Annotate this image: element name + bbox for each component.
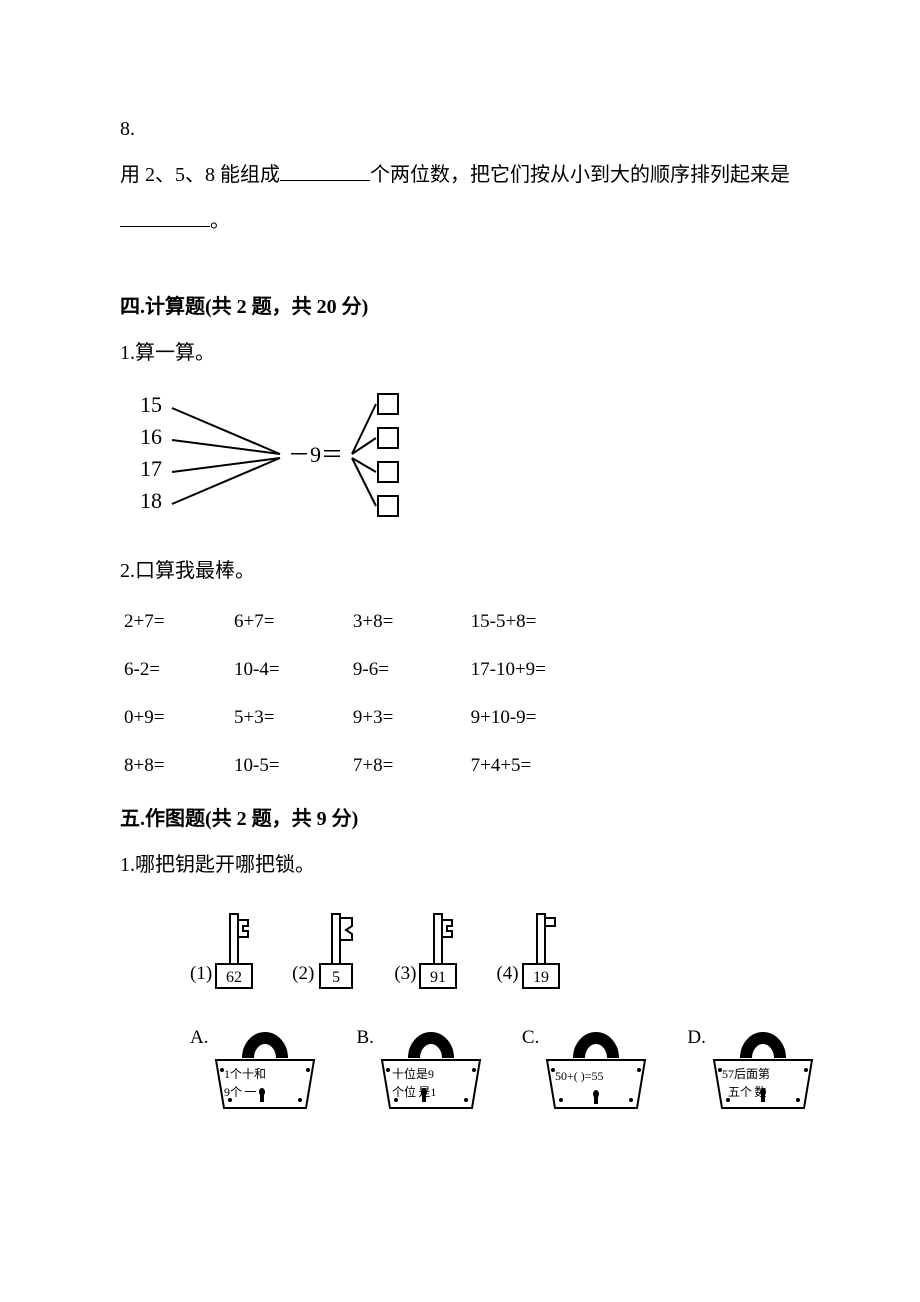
lock-line1: 十位是9: [392, 1066, 434, 1081]
key-item-2: (2) 5: [292, 912, 358, 992]
cell: 5+3=: [230, 694, 349, 742]
cell: 9-6=: [349, 646, 467, 694]
section4-q2-label: 2.口算我最棒。: [120, 552, 800, 590]
cell: 6+7=: [230, 598, 349, 646]
lock-line1: 57后面第: [722, 1067, 770, 1081]
lock-icon: 57后面第 五个 数: [708, 1020, 818, 1112]
cell: 9+10-9=: [467, 694, 600, 742]
key-index: (2): [292, 956, 314, 992]
q8-text2: 。: [120, 202, 800, 240]
section5-heading: 五.作图题(共 2 题，共 9 分): [120, 800, 800, 838]
fig-input-3: 18: [140, 488, 162, 513]
fig-input-2: 17: [140, 456, 162, 481]
key-number: 62: [226, 969, 242, 986]
lock-item-d: D. 57后面第 五个 数: [687, 1020, 817, 1112]
q8-period: 。: [210, 210, 230, 232]
q8-text-b: 个两位数，把它们按从小到大的顺序排列起来是: [370, 164, 790, 186]
fig-input-1: 16: [140, 424, 162, 449]
cell: 3+8=: [349, 598, 467, 646]
key-icon: 62: [212, 912, 256, 992]
cell: 2+7=: [120, 598, 230, 646]
lock-line2: 9个 一: [224, 1085, 256, 1099]
lock-line1: 50+( )=55: [555, 1069, 604, 1083]
key-index: (4): [496, 956, 518, 992]
locks-row: A. 1个十和 9个 一 B.: [190, 1020, 800, 1112]
table-row: 6-2= 10-4= 9-6= 17-10+9=: [120, 646, 600, 694]
key-number: 5: [332, 969, 340, 986]
section5-q1-label: 1.哪把钥匙开哪把锁。: [120, 846, 800, 884]
cell: 6-2=: [120, 646, 230, 694]
lock-letter: D.: [687, 1020, 705, 1056]
cell: 8+8=: [120, 742, 230, 790]
key-item-3: (3) 91: [394, 912, 460, 992]
q8-number: 8.: [120, 110, 800, 148]
fig-box-3[interactable]: [378, 496, 398, 516]
cell: 7+8=: [349, 742, 467, 790]
cell: 7+4+5=: [467, 742, 600, 790]
blank-2[interactable]: [120, 208, 210, 227]
table-row: 0+9= 5+3= 9+3= 9+10-9=: [120, 694, 600, 742]
table-row: 2+7= 6+7= 3+8= 15-5+8=: [120, 598, 600, 646]
cell: 15-5+8=: [467, 598, 600, 646]
fig-box-2[interactable]: [378, 462, 398, 482]
key-number: 91: [430, 969, 446, 986]
fig-op: －9＝: [288, 442, 343, 467]
q8-text-a: 用 2、5、8 能组成: [120, 164, 280, 186]
key-icon: 5: [314, 912, 358, 992]
calc-diagram: 15 16 17 18 －9＝: [130, 388, 800, 528]
cell: 10-4=: [230, 646, 349, 694]
lock-icon: 1个十和 9个 一: [210, 1020, 320, 1112]
lock-line2: 个位 是1: [392, 1084, 436, 1099]
section4-heading: 四.计算题(共 2 题，共 20 分): [120, 288, 800, 326]
key-item-4: (4) 19: [496, 912, 562, 992]
blank-1[interactable]: [280, 162, 370, 181]
section4-q1-label: 1.算一算。: [120, 334, 800, 372]
fig-box-1[interactable]: [378, 428, 398, 448]
key-icon: 91: [416, 912, 460, 992]
lock-item-b: B. 十位是9 个位 是1: [356, 1020, 485, 1112]
key-number: 19: [533, 969, 549, 986]
key-index: (1): [190, 956, 212, 992]
lock-icon: 十位是9 个位 是1: [376, 1020, 486, 1112]
lock-line1: 1个十和: [224, 1067, 266, 1081]
fig-box-0[interactable]: [378, 394, 398, 414]
lock-item-c: C. 50+( )=55: [522, 1020, 651, 1112]
key-icon: 19: [519, 912, 563, 992]
q8-text: 用 2、5、8 能组成 个两位数，把它们按从小到大的顺序排列起来是: [120, 156, 800, 194]
key-index: (3): [394, 956, 416, 992]
key-item-1: (1) 62: [190, 912, 256, 992]
cell: 0+9=: [120, 694, 230, 742]
lock-letter: C.: [522, 1020, 539, 1056]
lock-letter: A.: [190, 1020, 208, 1056]
keys-row: (1) 62 (2) 5 (3): [190, 912, 800, 992]
mental-math-table: 2+7= 6+7= 3+8= 15-5+8= 6-2= 10-4= 9-6= 1…: [120, 598, 600, 790]
cell: 10-5=: [230, 742, 349, 790]
lock-letter: B.: [356, 1020, 373, 1056]
lock-line2: 五个 数: [728, 1084, 766, 1099]
lock-icon: 50+( )=55: [541, 1020, 651, 1112]
cell: 17-10+9=: [467, 646, 600, 694]
fig-input-0: 15: [140, 392, 162, 417]
table-row: 8+8= 10-5= 7+8= 7+4+5=: [120, 742, 600, 790]
subtract-9-figure: 15 16 17 18 －9＝: [130, 388, 420, 528]
cell: 9+3=: [349, 694, 467, 742]
lock-item-a: A. 1个十和 9个 一: [190, 1020, 320, 1112]
